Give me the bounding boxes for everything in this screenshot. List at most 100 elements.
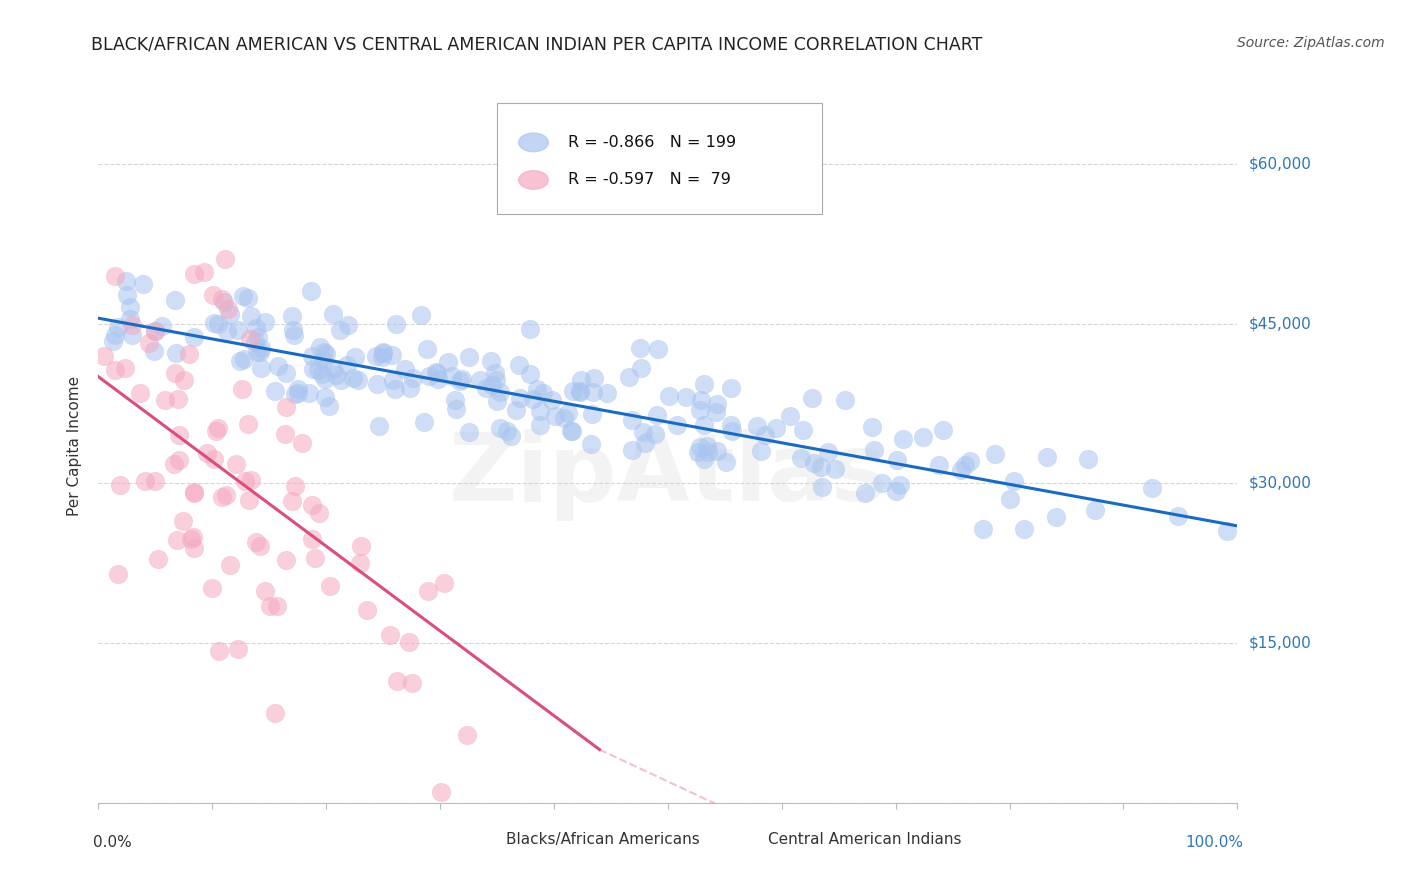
Point bbox=[824, 462, 846, 476]
Point bbox=[754, 428, 776, 442]
Point bbox=[800, 392, 823, 406]
Text: $60,000: $60,000 bbox=[1249, 156, 1312, 171]
Point bbox=[183, 541, 205, 556]
Point bbox=[121, 327, 143, 342]
Point bbox=[253, 583, 276, 598]
Point bbox=[569, 373, 592, 387]
Point bbox=[208, 644, 231, 658]
Point bbox=[381, 348, 404, 362]
Text: Source: ZipAtlas.com: Source: ZipAtlas.com bbox=[1237, 36, 1385, 50]
Point bbox=[284, 478, 307, 492]
Text: ZipAtlas: ZipAtlas bbox=[449, 428, 887, 521]
Point bbox=[364, 349, 387, 363]
Point bbox=[412, 416, 434, 430]
Point bbox=[239, 332, 262, 346]
Point bbox=[693, 452, 716, 467]
Point bbox=[128, 386, 150, 401]
Point bbox=[267, 359, 290, 374]
Point bbox=[398, 381, 420, 395]
Point bbox=[509, 391, 531, 405]
Point bbox=[287, 382, 309, 396]
Point bbox=[721, 424, 744, 438]
Point bbox=[344, 350, 367, 364]
Point bbox=[281, 323, 304, 337]
Point bbox=[132, 277, 155, 291]
Point bbox=[238, 492, 260, 507]
Point bbox=[304, 550, 326, 565]
Point bbox=[984, 447, 1007, 461]
Point bbox=[322, 306, 344, 320]
Point bbox=[150, 319, 173, 334]
Point bbox=[329, 323, 352, 337]
Point bbox=[311, 367, 333, 381]
Point bbox=[301, 533, 323, 547]
Point bbox=[287, 385, 309, 400]
Point bbox=[250, 342, 273, 356]
Point bbox=[246, 330, 269, 344]
Point bbox=[811, 480, 834, 494]
Point bbox=[959, 454, 981, 468]
Point bbox=[350, 539, 373, 553]
Point bbox=[254, 315, 277, 329]
Point bbox=[870, 475, 893, 490]
Point bbox=[508, 358, 530, 372]
Point bbox=[486, 393, 509, 408]
Point bbox=[1216, 524, 1239, 538]
Point bbox=[686, 445, 709, 459]
Circle shape bbox=[735, 832, 761, 847]
Point bbox=[972, 522, 994, 536]
Point bbox=[385, 317, 408, 331]
Point bbox=[394, 361, 416, 376]
Point bbox=[217, 325, 239, 339]
Point bbox=[264, 706, 287, 720]
Point bbox=[342, 371, 364, 385]
Point bbox=[211, 490, 233, 504]
Point bbox=[658, 389, 681, 403]
Point bbox=[308, 506, 330, 520]
Point bbox=[263, 384, 285, 399]
Point bbox=[165, 293, 187, 307]
Point bbox=[693, 376, 716, 391]
Point bbox=[568, 384, 591, 399]
Point bbox=[281, 309, 304, 323]
Point bbox=[690, 392, 713, 407]
Point bbox=[229, 354, 252, 368]
Point bbox=[325, 368, 347, 383]
Point bbox=[347, 373, 370, 387]
Point bbox=[416, 583, 439, 598]
Point bbox=[93, 350, 115, 364]
Point bbox=[380, 628, 402, 642]
Point bbox=[183, 485, 205, 500]
Point bbox=[581, 407, 603, 421]
Point bbox=[456, 728, 478, 742]
Point bbox=[218, 558, 240, 572]
Point bbox=[779, 409, 801, 423]
Point bbox=[166, 392, 188, 407]
Circle shape bbox=[472, 832, 498, 847]
Point bbox=[219, 307, 242, 321]
Point bbox=[519, 368, 541, 382]
Point bbox=[675, 390, 697, 404]
Point bbox=[553, 410, 575, 425]
Point bbox=[226, 641, 249, 656]
Point bbox=[183, 267, 205, 281]
Point bbox=[225, 458, 247, 472]
Point bbox=[529, 418, 551, 433]
Point bbox=[249, 539, 271, 553]
Point bbox=[202, 316, 225, 330]
Point bbox=[104, 328, 127, 343]
Point bbox=[215, 488, 238, 502]
Point bbox=[373, 346, 395, 360]
Point bbox=[283, 327, 305, 342]
Point bbox=[314, 354, 336, 368]
Point bbox=[596, 386, 619, 401]
Point bbox=[468, 374, 491, 388]
Point bbox=[747, 419, 769, 434]
Point bbox=[889, 478, 911, 492]
Point bbox=[167, 452, 190, 467]
Point bbox=[249, 345, 271, 359]
Point bbox=[246, 345, 269, 359]
Point bbox=[240, 474, 263, 488]
Point bbox=[689, 402, 711, 417]
Point bbox=[1012, 522, 1035, 536]
